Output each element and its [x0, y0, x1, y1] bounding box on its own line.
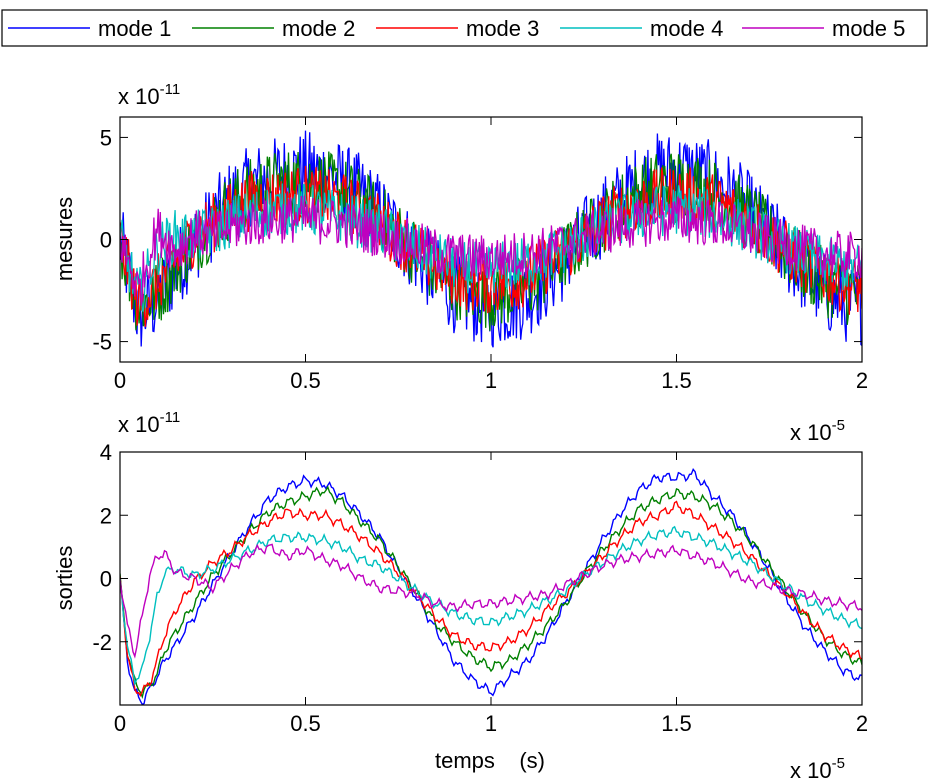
sorties-series-mode-3	[120, 500, 862, 697]
sorties-ylabel: sorties	[52, 546, 77, 611]
mesures-xtick-label: 2	[856, 368, 868, 393]
sorties-series-mode-1	[120, 468, 862, 705]
mesures-series-mode-5	[120, 195, 862, 306]
sorties-ytick-label: 2	[100, 503, 112, 528]
mesures-y-exponent: x 10-11	[118, 81, 180, 109]
sorties-ticks: 0 0.5 1 1.5 2 -2 0 2 4	[92, 440, 868, 736]
mesures-x-exponent: x 10-5	[790, 417, 845, 445]
mesures-ytick-label: 0	[100, 228, 112, 253]
mesures-series	[120, 130, 862, 348]
mesures-ylabel: mesures	[52, 197, 77, 281]
sorties-ytick-label: 0	[100, 567, 112, 592]
legend-label-mode-3: mode 3	[466, 16, 539, 41]
legend: mode 1 mode 2 mode 3 mode 4 mode 5	[1, 9, 928, 47]
sorties-y-exponent: x 10-11	[118, 409, 180, 437]
sorties-x-exponent: x 10-5	[790, 755, 845, 783]
legend-label-mode-4: mode 4	[650, 16, 723, 41]
mesures-xtick-label: 1	[485, 368, 497, 393]
sorties-series-mode-5	[120, 543, 862, 659]
legend-label-mode-1: mode 1	[98, 16, 171, 41]
sorties-ytick-label: -2	[92, 630, 112, 655]
sorties-xtick-label: 0.5	[290, 711, 321, 736]
sorties-xtick-label: 2	[856, 711, 868, 736]
sorties-xlabel: temps (s)	[435, 748, 545, 773]
mesures-xtick-label: 1.5	[661, 368, 692, 393]
mesures-xtick-label: 0.5	[290, 368, 321, 393]
sorties-xtick-label: 1.5	[661, 711, 692, 736]
legend-label-mode-5: mode 5	[832, 16, 905, 41]
sorties-series-mode-4	[120, 525, 862, 687]
mesures-ytick-label: 5	[100, 125, 112, 150]
subplot-mesures: 0 0.5 1 1.5 2-505 x 10-11 x 10-5 mesures	[52, 81, 868, 445]
mesures-series-mode-4	[120, 183, 862, 312]
sorties-ytick-label: 4	[100, 440, 112, 465]
sorties-series-mode-2	[120, 485, 862, 700]
legend-label-mode-2: mode 2	[282, 16, 355, 41]
sorties-xtick-label: 0	[114, 711, 126, 736]
legend-entries: mode 1 mode 2 mode 3 mode 4 mode 5	[8, 16, 905, 41]
sorties-series	[120, 468, 862, 705]
mesures-ticks: 0 0.5 1 1.5 2-505	[92, 117, 868, 393]
mesures-ytick-label: -5	[92, 330, 112, 355]
sorties-xtick-label: 1	[485, 711, 497, 736]
mesures-xtick-label: 0	[114, 368, 126, 393]
subplot-sorties: 0 0.5 1 1.5 2 -2 0 2 4 x 10-11 x 10-5 sorties te…	[52, 409, 868, 783]
